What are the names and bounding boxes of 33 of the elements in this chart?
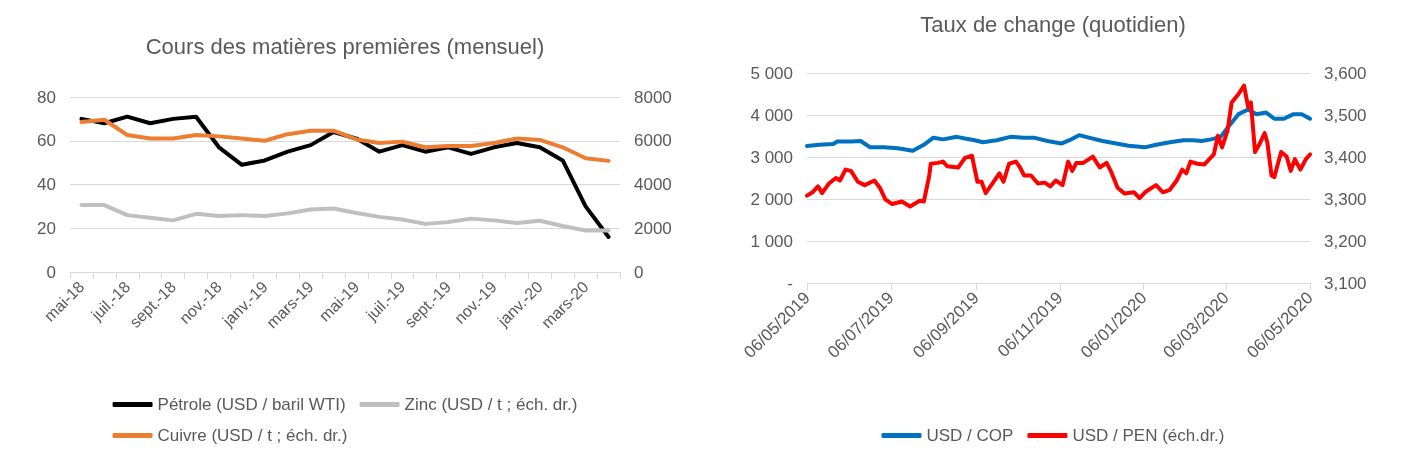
line-series	[805, 83, 1312, 209]
y-tick-label: 80	[37, 87, 56, 107]
legend-label: USD / COP	[926, 426, 1014, 445]
chart-title: Cours des matières premières (mensuel)	[145, 33, 545, 59]
y2-tick-label: 3,600	[1324, 63, 1367, 83]
y-tick-label: -	[787, 273, 793, 293]
y2-tick-label: 4000	[634, 175, 672, 194]
y2-tick-label: 3,300	[1324, 189, 1367, 209]
legend-label: Zinc (USD / t ; éch. dr.)	[404, 395, 578, 414]
y-tick-label: 20	[37, 218, 56, 238]
legend-label: Cuivre (USD / t ; éch. dr.)	[157, 426, 348, 445]
y-tick-label: 1 000	[750, 231, 793, 251]
line-series	[79, 203, 611, 233]
y2-tick-label: 3,100	[1324, 273, 1367, 293]
y-tick-label: 3 000	[750, 147, 793, 167]
y-tick-label: 4 000	[750, 105, 793, 125]
legend-label: USD / PEN (éch.dr.)	[1072, 426, 1225, 445]
line-series	[79, 117, 611, 163]
y-tick-label: 5 000	[750, 63, 793, 83]
y2-tick-label: 3,400	[1324, 147, 1367, 167]
y2-tick-label: 2000	[634, 218, 672, 238]
y-tick-label: 60	[37, 131, 56, 151]
y2-tick-label: 6000	[634, 131, 672, 151]
legend-label: Pétrole (USD / baril WTI)	[157, 395, 346, 414]
y2-tick-label: 3,200	[1324, 231, 1367, 251]
y-tick-label: 0	[46, 262, 56, 282]
y2-tick-label: 0	[634, 262, 644, 282]
line-series	[805, 107, 1312, 153]
y-tick-label: 40	[37, 175, 56, 194]
chart-title: Taux de change (quotidien)	[920, 11, 1186, 37]
y2-tick-label: 3,500	[1324, 105, 1367, 125]
y2-tick-label: 8000	[634, 87, 672, 107]
y-tick-label: 2 000	[750, 189, 793, 209]
